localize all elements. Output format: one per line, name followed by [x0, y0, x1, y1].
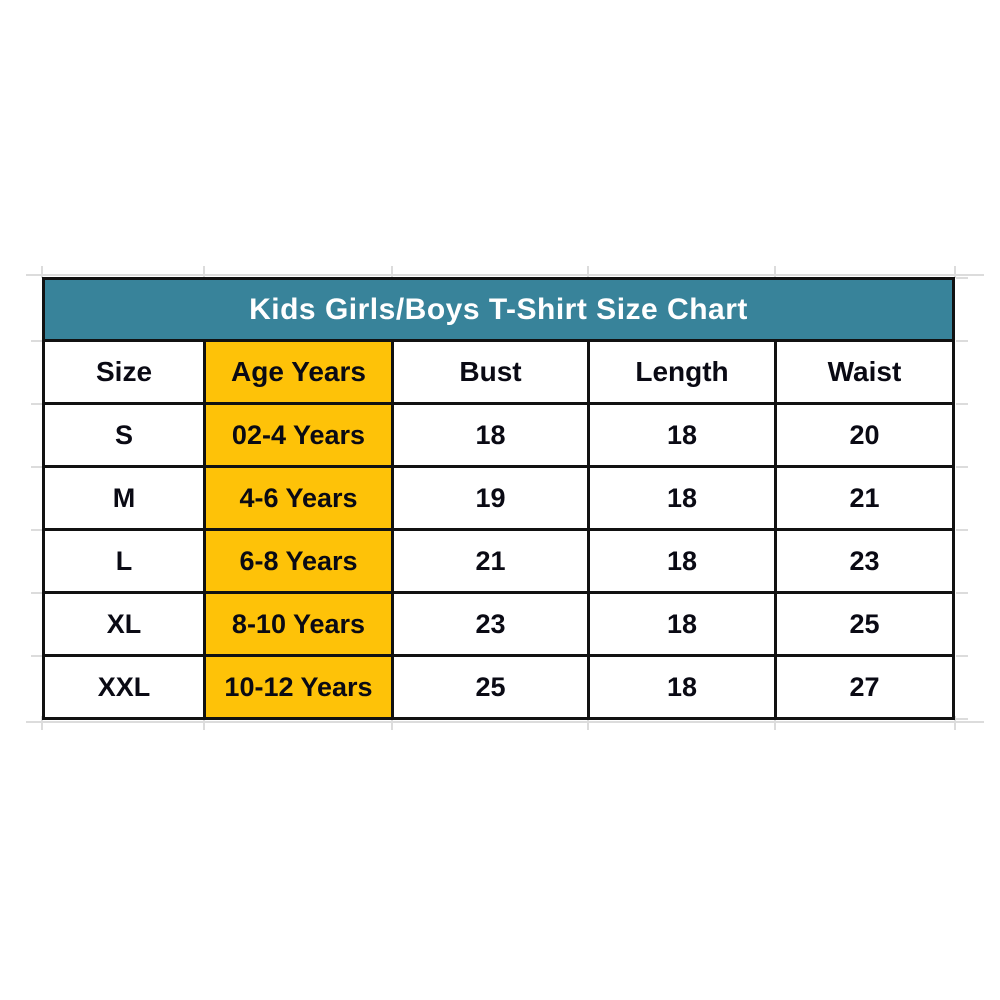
- gridline-stub-bottom: [774, 716, 776, 730]
- gridline-stub-right: [956, 340, 968, 342]
- cell-size: XL: [45, 594, 203, 654]
- gridline-stub-bottom: [587, 716, 589, 730]
- gridline-stub-bottom: [954, 716, 956, 730]
- gridline-stub-bottom: [41, 716, 43, 730]
- cell-age: 02-4 Years: [206, 405, 391, 465]
- cell-waist: 23: [777, 531, 952, 591]
- gridline-stub-top: [774, 266, 776, 278]
- gridline-stub-top: [203, 266, 205, 278]
- cell-waist: 21: [777, 468, 952, 528]
- gridline-stub-left: [31, 466, 42, 468]
- cell-age: 10-12 Years: [206, 657, 391, 717]
- gridline-stub-top: [391, 266, 393, 278]
- cell-length: 18: [590, 594, 774, 654]
- cell-age: 6-8 Years: [206, 531, 391, 591]
- cell-bust: 23: [394, 594, 587, 654]
- cell-bust: 19: [394, 468, 587, 528]
- gridline-stub-right: [956, 718, 968, 720]
- gridline-stub-left: [31, 529, 42, 531]
- gridline-stub-right: [956, 592, 968, 594]
- cell-length: 18: [590, 468, 774, 528]
- gridline-stub-left: [31, 340, 42, 342]
- cell-age: 4-6 Years: [206, 468, 391, 528]
- gridline-stub-left: [31, 403, 42, 405]
- cell-length: 18: [590, 405, 774, 465]
- gridline-stub-right: [956, 403, 968, 405]
- gridline-stub-left: [31, 592, 42, 594]
- cell-size: XXL: [45, 657, 203, 717]
- gridline-stub-right: [956, 277, 968, 279]
- gridline-stub-top: [954, 266, 956, 278]
- cell-age: 8-10 Years: [206, 594, 391, 654]
- cell-bust: 18: [394, 405, 587, 465]
- table-title-bar: Kids Girls/Boys T-Shirt Size Chart: [45, 280, 952, 339]
- cell-bust: 21: [394, 531, 587, 591]
- gridline-stub-left: [31, 655, 42, 657]
- gridline-stub-right: [956, 529, 968, 531]
- column-header-waist: Waist: [777, 342, 952, 402]
- cell-size: M: [45, 468, 203, 528]
- cell-length: 18: [590, 531, 774, 591]
- cell-size: L: [45, 531, 203, 591]
- gridline-stub-right: [956, 466, 968, 468]
- gridline-stub-top: [41, 266, 43, 278]
- cell-bust: 25: [394, 657, 587, 717]
- gridline-above: [26, 274, 984, 276]
- column-header-age: Age Years: [206, 342, 391, 402]
- cell-waist: 25: [777, 594, 952, 654]
- gridline-below: [26, 721, 984, 723]
- size-chart-table: Kids Girls/Boys T-Shirt Size Chart Size …: [42, 277, 955, 720]
- cell-waist: 27: [777, 657, 952, 717]
- gridline-stub-bottom: [203, 716, 205, 730]
- column-header-bust: Bust: [394, 342, 587, 402]
- gridline-stub-bottom: [391, 716, 393, 730]
- column-header-length: Length: [590, 342, 774, 402]
- gridline-stub-right: [956, 655, 968, 657]
- cell-length: 18: [590, 657, 774, 717]
- column-header-size: Size: [45, 342, 203, 402]
- cell-size: S: [45, 405, 203, 465]
- gridline-stub-top: [587, 266, 589, 278]
- cell-waist: 20: [777, 405, 952, 465]
